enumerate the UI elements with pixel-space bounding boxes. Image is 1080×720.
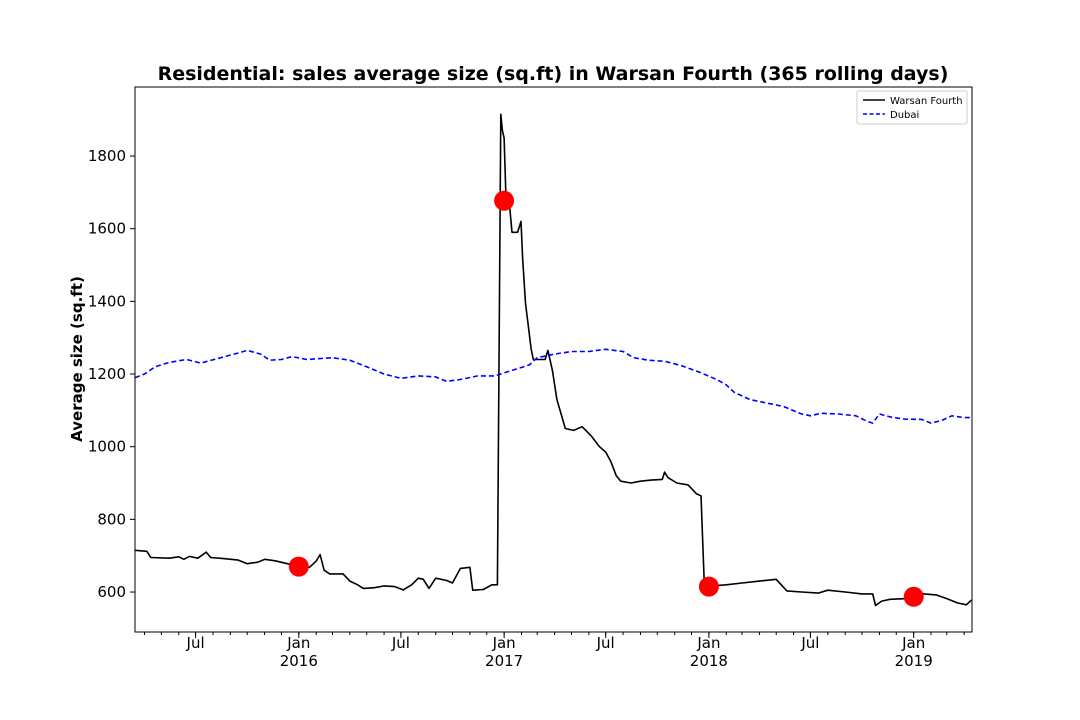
marker-point <box>698 576 719 597</box>
x-tick-label: Jul <box>391 634 410 652</box>
x-tick-year-label: 2019 <box>895 652 933 670</box>
marker-point <box>494 190 515 211</box>
y-tick-label: 1000 <box>88 438 126 456</box>
legend-label-dubai: Dubai <box>890 110 919 121</box>
x-tick-year-label: 2016 <box>280 652 318 670</box>
x-tick-label: Jul <box>186 634 205 652</box>
x-tick-label: Jan <box>901 634 925 652</box>
x-tick-label: Jul <box>800 634 819 652</box>
y-tick-label: 600 <box>97 583 126 601</box>
y-axis-label: Average size (sq.ft) <box>68 276 86 442</box>
x-tick-year-label: 2017 <box>485 652 523 670</box>
marker-point <box>288 556 309 577</box>
x-tick-label: Jan <box>492 634 516 652</box>
x-tick-label: Jan <box>286 634 310 652</box>
plot-area <box>134 113 973 607</box>
x-tick-label: Jan <box>696 634 720 652</box>
y-tick-label: 1200 <box>88 365 126 383</box>
y-tick-label: 800 <box>97 510 126 528</box>
y-tick-label: 1800 <box>88 147 126 165</box>
marker-point <box>903 586 924 607</box>
chart-title: Residential: sales average size (sq.ft) … <box>158 63 949 85</box>
x-tick-year-label: 2018 <box>690 652 728 670</box>
x-tick-label: Jul <box>596 634 615 652</box>
y-axis: 600 800 1000 1200 1400 1600 1800 <box>88 147 135 601</box>
plot-frame <box>134 86 973 633</box>
y-tick-label: 1400 <box>88 292 126 310</box>
series-line-warsan-fourth <box>134 113 973 607</box>
legend: Warsan Fourth Dubai <box>856 90 968 125</box>
y-tick-label: 1600 <box>88 220 126 238</box>
series-line-dubai <box>134 348 972 424</box>
legend-label-warsan-fourth: Warsan Fourth <box>890 96 963 107</box>
